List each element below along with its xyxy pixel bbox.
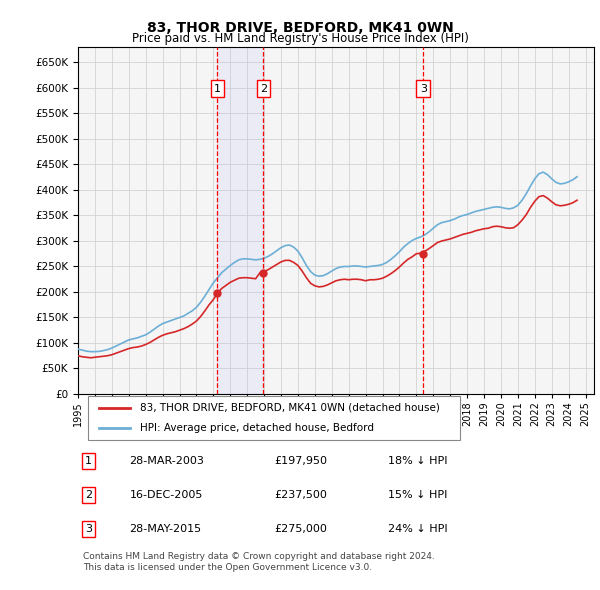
Text: Price paid vs. HM Land Registry's House Price Index (HPI): Price paid vs. HM Land Registry's House … xyxy=(131,32,469,45)
Text: £275,000: £275,000 xyxy=(274,525,327,534)
Text: 28-MAR-2003: 28-MAR-2003 xyxy=(130,456,205,466)
Text: £197,950: £197,950 xyxy=(274,456,327,466)
Text: 3: 3 xyxy=(85,525,92,534)
Text: 3: 3 xyxy=(420,84,427,94)
Text: 15% ↓ HPI: 15% ↓ HPI xyxy=(388,490,447,500)
Text: £237,500: £237,500 xyxy=(274,490,327,500)
Text: 1: 1 xyxy=(85,456,92,466)
Text: 2: 2 xyxy=(85,490,92,500)
Bar xyxy=(217,47,263,394)
Text: 83, THOR DRIVE, BEDFORD, MK41 0WN (detached house): 83, THOR DRIVE, BEDFORD, MK41 0WN (detac… xyxy=(140,402,440,412)
Text: 2: 2 xyxy=(260,84,267,94)
Text: 16-DEC-2005: 16-DEC-2005 xyxy=(130,490,203,500)
Text: 83, THOR DRIVE, BEDFORD, MK41 0WN: 83, THOR DRIVE, BEDFORD, MK41 0WN xyxy=(146,21,454,35)
Text: HPI: Average price, detached house, Bedford: HPI: Average price, detached house, Bedf… xyxy=(140,423,374,433)
Text: 18% ↓ HPI: 18% ↓ HPI xyxy=(388,456,447,466)
FancyBboxPatch shape xyxy=(88,396,460,440)
Text: Contains HM Land Registry data © Crown copyright and database right 2024.
This d: Contains HM Land Registry data © Crown c… xyxy=(83,552,435,572)
Text: 24% ↓ HPI: 24% ↓ HPI xyxy=(388,525,447,534)
Text: 1: 1 xyxy=(214,84,221,94)
Text: 28-MAY-2015: 28-MAY-2015 xyxy=(130,525,202,534)
